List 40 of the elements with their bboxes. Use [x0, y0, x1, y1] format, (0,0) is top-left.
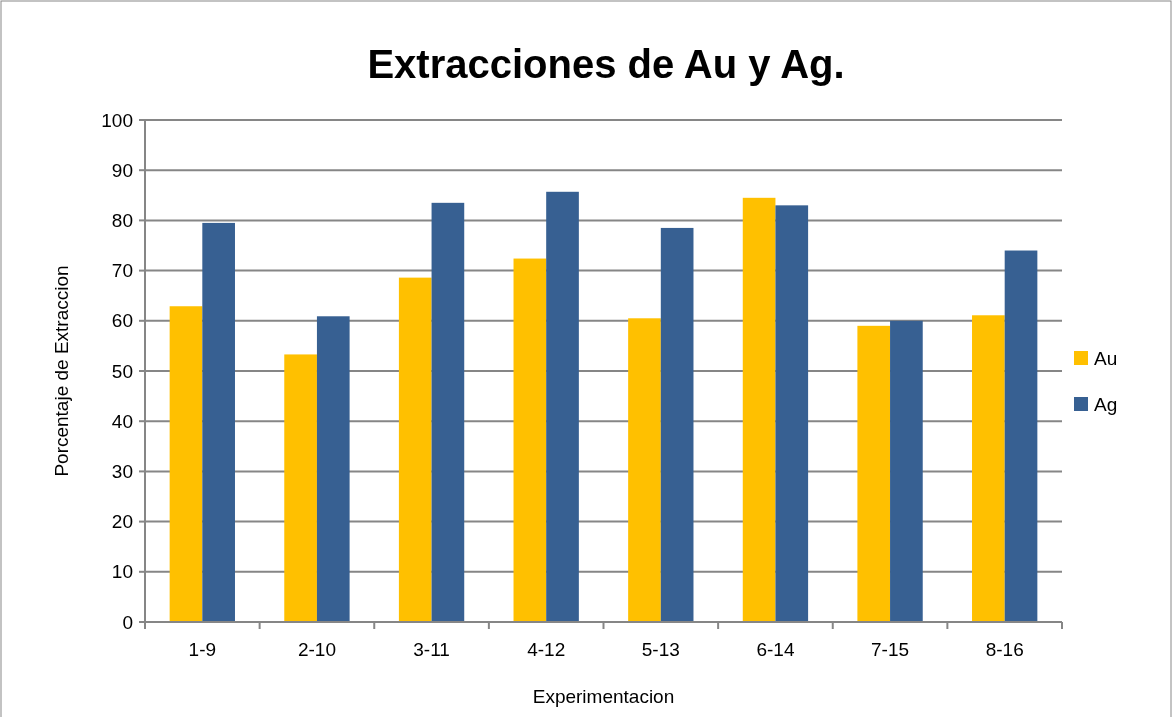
y-tick-label: 70	[111, 260, 133, 282]
bar	[890, 320, 923, 622]
x-tick-label: 4-12	[527, 639, 566, 660]
y-tick-label: 60	[111, 310, 133, 332]
bar	[775, 205, 809, 622]
legend-label: Au	[1094, 347, 1118, 369]
bar	[660, 227, 694, 622]
y-axis-title: Porcentaje de Extraccion	[51, 265, 72, 477]
y-tick-label: 10	[111, 561, 133, 583]
x-tick-label: 5-13	[641, 639, 680, 660]
x-tick-label: 3-11	[413, 639, 450, 660]
x-tick-label: 8-16	[985, 639, 1024, 660]
y-tick-label: 0	[122, 611, 133, 633]
bar	[742, 197, 776, 622]
y-tick-label: 20	[111, 511, 133, 533]
chart-title: Extracciones de Au y Ag.	[367, 42, 845, 86]
y-tick-label: 80	[111, 210, 133, 232]
x-tick-label: 2-10	[297, 639, 336, 660]
y-tick-label: 30	[111, 461, 133, 483]
bar	[316, 316, 350, 622]
bar	[169, 306, 203, 622]
bar	[628, 318, 661, 622]
legend-label: Ag	[1094, 393, 1118, 415]
y-tick-label: 40	[111, 410, 133, 432]
y-tick-label: 90	[111, 159, 133, 181]
x-tick-label: 6-14	[756, 639, 795, 660]
x-tick-label: 7-15	[871, 639, 910, 660]
y-tick-label: 50	[111, 360, 133, 382]
bar	[972, 315, 1005, 622]
y-tick-label: 100	[101, 109, 133, 131]
bar	[513, 258, 547, 622]
bar	[398, 277, 432, 622]
bar	[431, 202, 465, 622]
bar	[1004, 250, 1038, 622]
x-tick-label: 1-9	[188, 639, 217, 660]
bar	[546, 191, 579, 622]
bar	[857, 325, 891, 622]
bar	[202, 222, 235, 622]
bar	[284, 354, 317, 622]
x-axis-title: Experimentacion	[532, 686, 675, 707]
